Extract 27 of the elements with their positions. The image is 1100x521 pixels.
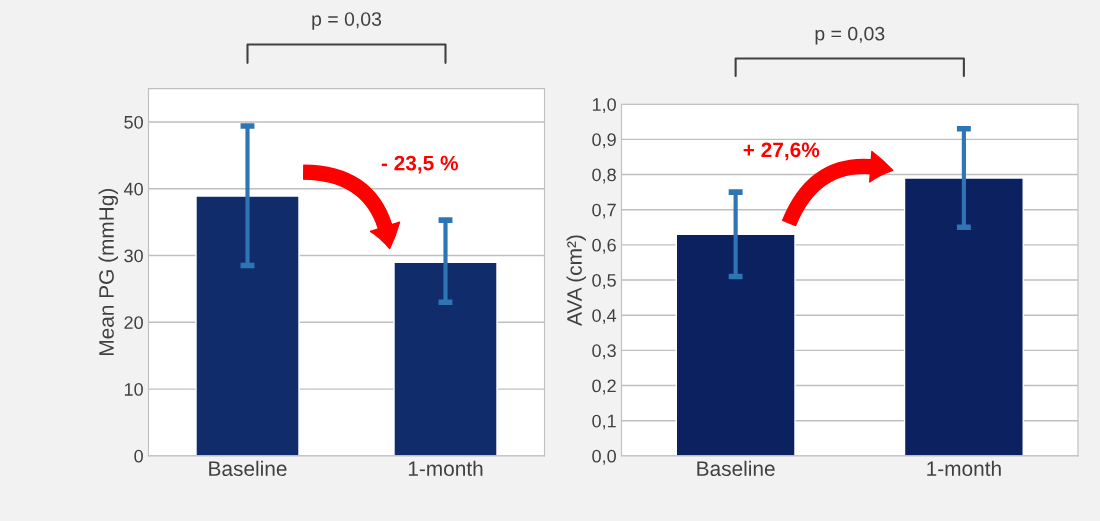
y-tick-label: 0: [134, 449, 143, 463]
y-tick-label: 30: [124, 249, 143, 263]
y-tick-label: 1,0: [592, 98, 616, 114]
text: p = 0,03: [312, 12, 382, 30]
x-tick-label: Baseline: [697, 460, 775, 477]
y-tick-label: 0,5: [592, 273, 616, 289]
x-tick-label: Baseline: [209, 460, 287, 477]
x-tick-label: 1-month: [408, 460, 483, 477]
annotation: + 27,6%: [743, 142, 820, 161]
y-tick-label: 20: [124, 316, 143, 330]
y-tick-label: 0,9: [592, 133, 616, 149]
x-tick-label: 1-month: [927, 460, 1001, 477]
y-tick-label: 0,1: [592, 414, 616, 430]
y-axis-title: AVA (cm²): [566, 235, 586, 326]
y-tick-label: 10: [124, 383, 143, 396]
text: p = 0,03: [815, 26, 885, 45]
y-tick-label: 0,8: [592, 168, 616, 184]
y-tick-label: 0,4: [592, 309, 617, 325]
annotation: - 23,5 %: [381, 155, 459, 174]
y-tick-label: 0,6: [592, 238, 616, 254]
y-tick-label: 40: [123, 182, 143, 196]
y-tick-label: 0,3: [592, 344, 616, 360]
y-tick-label: 0,7: [592, 203, 616, 219]
y-tick-label: 50: [124, 115, 143, 129]
y-axis-title: Mean PG (mmHg): [98, 189, 118, 356]
y-tick-label: 0,0: [592, 449, 616, 465]
y-tick-label: 0,2: [592, 379, 616, 395]
